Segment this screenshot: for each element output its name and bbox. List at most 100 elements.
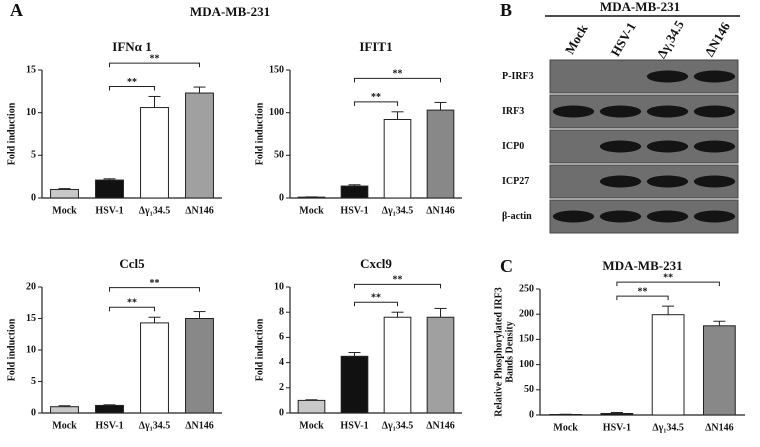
blot-band [552, 210, 595, 223]
significance-label: ** [393, 275, 403, 286]
chart-title: IFIT1 [359, 39, 392, 54]
lane-label: ΔN146 [701, 19, 733, 59]
blot-band [553, 141, 594, 153]
blot-band [646, 70, 689, 83]
lane-label: HSV-1 [608, 20, 639, 59]
x-tick-label: HSV-1 [603, 422, 631, 433]
blot-band [693, 140, 736, 153]
significance-bracket [109, 306, 155, 312]
significance-bracket [616, 281, 720, 287]
significance-bracket [354, 283, 441, 289]
chart-title: MDA-MB-231 [602, 258, 682, 273]
panel-letter: C [500, 256, 513, 276]
bar [340, 185, 369, 199]
bar [426, 109, 455, 199]
y-tick-label: 0 [31, 407, 36, 418]
y-axis-label: Fold induction [254, 318, 265, 381]
y-axis-label: Fold induction [6, 102, 17, 165]
y-tick-label: 0 [31, 192, 36, 203]
y-axis-label: Bands Density [504, 321, 515, 382]
y-tick-label: 0 [529, 409, 534, 420]
bar [50, 406, 79, 414]
y-tick-label: 150 [269, 64, 284, 75]
x-tick-label: ΔN146 [426, 205, 455, 216]
significance-bracket [354, 77, 441, 83]
significance-bracket [109, 85, 155, 91]
y-tick-label: 100 [519, 359, 534, 370]
bar [340, 355, 369, 414]
x-tick-label: ΔN146 [705, 422, 734, 433]
y-tick-label: 15 [26, 313, 36, 324]
x-tick-label: Δγ₁34.5 [139, 205, 170, 216]
blot-row-label: ICP27 [502, 176, 529, 187]
blot-band [646, 105, 689, 118]
panel-letter: A [10, 0, 23, 20]
significance-label: ** [638, 286, 648, 297]
blot-row-label: P-IRF3 [502, 71, 534, 82]
y-tick-label: 0 [279, 192, 284, 203]
bar [185, 318, 214, 414]
significance-bracket [354, 101, 398, 106]
x-tick-label: Mock [299, 420, 324, 431]
chart-title: Ccl5 [119, 256, 145, 271]
bar [95, 179, 124, 199]
y-tick-label: 10 [26, 107, 36, 118]
y-tick-label: 250 [519, 283, 534, 294]
blot-title: MDA-MB-231 [600, 0, 680, 14]
significance-label: ** [371, 92, 381, 103]
chart-title: IFNα 1 [112, 39, 151, 54]
lane-label: Mock [562, 21, 591, 57]
x-tick-label: HSV-1 [340, 420, 368, 431]
y-tick-label: 150 [519, 334, 534, 345]
blot-band [693, 210, 736, 223]
lane-label: Δγ₁34.5 [653, 17, 687, 60]
y-tick-label: 0 [279, 407, 284, 418]
bar [383, 316, 412, 414]
panel-title: MDA-MB-231 [190, 4, 270, 19]
bar [140, 107, 169, 199]
blot-strip [549, 129, 739, 164]
blot-band [552, 105, 595, 118]
x-tick-label: Δγ₁34.5 [382, 205, 413, 216]
y-axis-label: Fold induction [254, 102, 265, 165]
y-tick-label: 10 [26, 344, 36, 355]
y-tick-label: 50 [524, 384, 534, 395]
significance-label: ** [371, 292, 381, 303]
bar [95, 404, 124, 414]
significance-label: ** [127, 298, 137, 309]
bar [702, 325, 736, 416]
bar [383, 118, 412, 199]
y-tick-label: 4 [279, 357, 284, 368]
x-tick-label: Δγ₁34.5 [652, 422, 683, 433]
blot-band [693, 105, 736, 118]
blot-band [646, 175, 689, 188]
bar [600, 412, 634, 416]
x-tick-label: ΔN146 [185, 205, 214, 216]
significance-label: ** [127, 77, 137, 88]
panel-letter: B [500, 0, 512, 20]
significance-bracket [109, 62, 200, 68]
y-tick-label: 100 [269, 107, 284, 118]
blot-band [599, 175, 642, 188]
bar [297, 399, 326, 414]
y-axis-label: Relative Phosphorylated IRF3 [493, 287, 504, 416]
bar [426, 316, 455, 414]
blot-row-label: β-actin [502, 211, 532, 222]
y-tick-label: 5 [31, 376, 36, 387]
bar [140, 322, 169, 414]
blot-row-label: ICP0 [502, 141, 524, 152]
bar [50, 188, 79, 199]
blot-band [553, 71, 594, 83]
y-tick-label: 20 [26, 281, 36, 292]
y-tick-label: 8 [279, 306, 284, 317]
blot-band [599, 140, 642, 153]
blot-band [599, 105, 642, 118]
blot-band [693, 70, 736, 83]
significance-label: ** [150, 53, 160, 64]
x-tick-label: Mock [553, 422, 578, 433]
x-tick-label: Δγ₁34.5 [382, 420, 413, 431]
blot-band [599, 210, 642, 223]
significance-bracket [354, 301, 398, 307]
y-tick-label: 5 [31, 150, 36, 161]
x-tick-label: Mock [299, 205, 324, 216]
